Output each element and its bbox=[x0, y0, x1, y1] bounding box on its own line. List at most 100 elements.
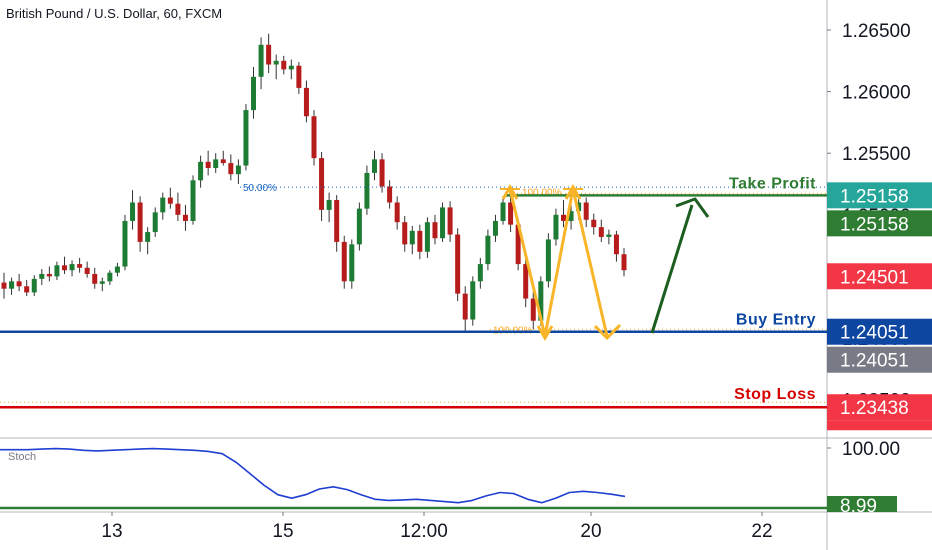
price-label-box bbox=[827, 318, 932, 345]
time-tick-label: 22 bbox=[751, 521, 772, 542]
candle-body bbox=[583, 202, 589, 220]
candle-body bbox=[402, 222, 408, 245]
candle-body bbox=[84, 267, 90, 274]
candle-body bbox=[130, 202, 136, 221]
fib-50-label: 50.00% bbox=[243, 183, 277, 194]
buy-entry-label: Buy Entry bbox=[736, 312, 816, 329]
price-label-text: 1.24051 bbox=[840, 323, 909, 344]
candle-body bbox=[213, 159, 219, 168]
price-label-text: 1.25158 bbox=[840, 214, 909, 235]
time-tick-label: 12:00 bbox=[400, 521, 448, 542]
candle-body bbox=[258, 44, 264, 77]
time-tick-label: 13 bbox=[101, 521, 122, 542]
candle-body bbox=[220, 159, 226, 164]
price-label-text: 1.24501 bbox=[840, 267, 909, 288]
price-label-box bbox=[827, 263, 932, 290]
price-label-text: 1.25158 bbox=[840, 186, 909, 207]
candle-body bbox=[492, 220, 498, 236]
candle-body bbox=[99, 281, 105, 284]
candle-body bbox=[485, 235, 491, 265]
candle-body bbox=[122, 220, 128, 267]
candle-body bbox=[561, 214, 567, 221]
price-label-text: 1.24051 bbox=[840, 351, 909, 372]
abcd-arrowhead-a bbox=[501, 184, 519, 200]
candle-body bbox=[432, 222, 438, 239]
candle-body bbox=[613, 234, 619, 255]
abcd-arrowhead-b bbox=[536, 325, 554, 341]
candle-body bbox=[515, 224, 521, 265]
stoch-label: Stoch bbox=[8, 451, 36, 463]
candle-body bbox=[198, 161, 204, 181]
candle-body bbox=[311, 116, 317, 159]
candle-body bbox=[24, 286, 30, 293]
candle-body bbox=[9, 281, 15, 289]
stop-loss-label: Stop Loss bbox=[734, 386, 816, 403]
candle-body bbox=[387, 186, 393, 203]
price-label-box bbox=[827, 182, 932, 209]
candle-body bbox=[54, 265, 60, 277]
candle-body bbox=[568, 211, 574, 221]
time-tick-label: 15 bbox=[272, 521, 293, 542]
candle-body bbox=[598, 227, 604, 237]
candle-body bbox=[303, 87, 309, 117]
candle-body bbox=[508, 202, 514, 225]
stoch-value-label: 8.99 bbox=[840, 496, 877, 517]
candle-body bbox=[455, 234, 461, 294]
stoch-line bbox=[0, 447, 626, 504]
candle-body bbox=[417, 230, 423, 252]
candle-body bbox=[553, 214, 559, 240]
candle-body bbox=[296, 65, 302, 88]
candle-body bbox=[69, 264, 75, 271]
candle-body bbox=[228, 163, 234, 175]
candle-body bbox=[394, 202, 400, 223]
price-label-box bbox=[827, 394, 932, 421]
candle-body bbox=[107, 272, 113, 282]
candle-body bbox=[538, 281, 544, 321]
candle-body bbox=[160, 197, 166, 213]
candle-body bbox=[379, 159, 385, 187]
price-tick-label: 1.26500 bbox=[842, 21, 911, 42]
stoch-tick-label: 100.00 bbox=[842, 439, 900, 460]
price-label-box bbox=[827, 210, 932, 237]
candle-body bbox=[470, 281, 476, 320]
candle-body bbox=[447, 207, 453, 235]
candle-body bbox=[266, 44, 272, 65]
candle-body bbox=[621, 254, 627, 271]
candle-body bbox=[251, 76, 257, 111]
price-tick-label: 1.26000 bbox=[842, 83, 911, 104]
stop-loss-box-tail bbox=[827, 420, 932, 431]
candle-body bbox=[152, 212, 158, 233]
candle-body bbox=[167, 197, 173, 204]
candle-body bbox=[46, 273, 52, 277]
candle-body bbox=[190, 180, 196, 221]
candle-body bbox=[273, 60, 279, 65]
candle-body bbox=[77, 264, 83, 268]
candle-body bbox=[530, 298, 536, 321]
price-tick-label: 1.25500 bbox=[842, 144, 911, 165]
candle-body bbox=[462, 293, 468, 320]
candle-body bbox=[334, 200, 340, 242]
candle-body bbox=[500, 202, 506, 221]
candle-body bbox=[182, 214, 188, 221]
candle-body bbox=[440, 207, 446, 239]
time-tick-label: 20 bbox=[580, 521, 601, 542]
candle-body bbox=[349, 244, 355, 282]
candle-body bbox=[61, 265, 67, 271]
candle-body bbox=[16, 281, 22, 287]
abcd-arrowhead-c bbox=[564, 184, 582, 200]
candle-body bbox=[523, 264, 529, 299]
candle-body bbox=[31, 278, 37, 293]
take-profit-label: Take Profit bbox=[729, 175, 816, 192]
candle-body bbox=[591, 219, 597, 228]
target-arrow-head bbox=[675, 197, 710, 218]
candle-body bbox=[235, 165, 241, 175]
fib-100-top-label: 100.00% bbox=[522, 187, 562, 198]
candle-body bbox=[364, 172, 370, 209]
candle-body bbox=[145, 232, 151, 242]
candle-body bbox=[39, 273, 45, 279]
candle-body bbox=[114, 266, 120, 273]
candle-body bbox=[288, 65, 294, 70]
target-arrow-shaft bbox=[650, 204, 694, 334]
candle-body bbox=[356, 208, 362, 245]
